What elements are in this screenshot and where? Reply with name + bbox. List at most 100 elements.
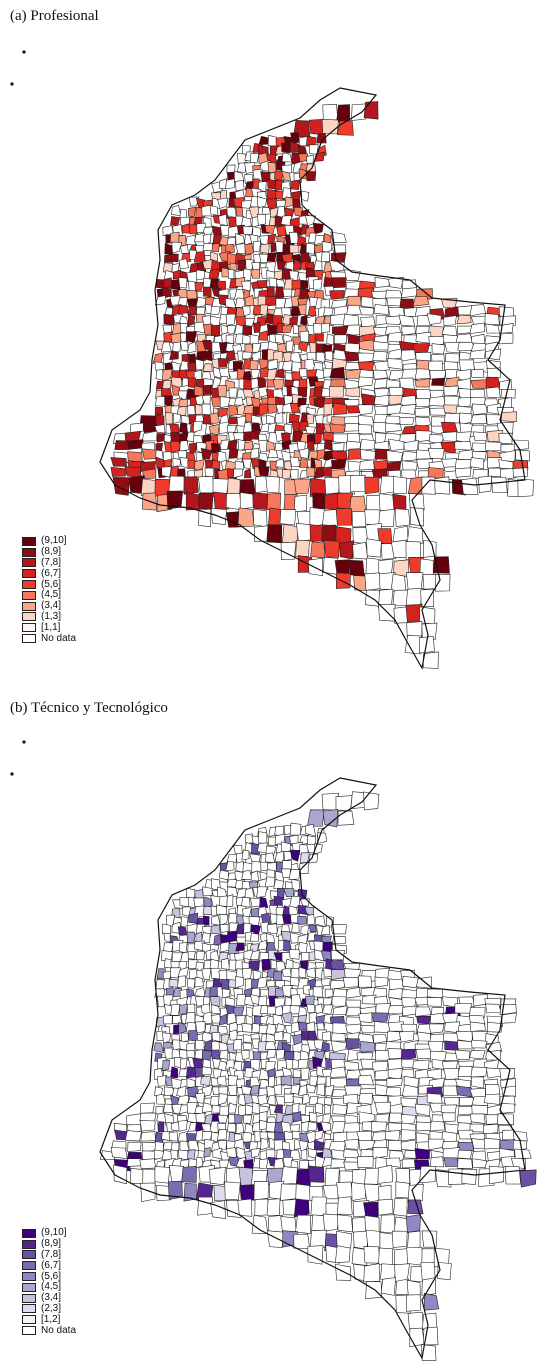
- municipality: [283, 423, 293, 435]
- municipality: [124, 1130, 142, 1142]
- legend-swatch: [22, 569, 36, 579]
- municipality: [298, 368, 308, 378]
- island: [22, 740, 26, 744]
- municipality: [407, 1311, 424, 1331]
- municipality: [401, 469, 417, 479]
- municipality: [403, 334, 418, 345]
- municipality: [243, 468, 252, 479]
- municipality: [457, 1040, 475, 1050]
- municipality: [275, 458, 285, 468]
- municipality: [281, 152, 293, 163]
- municipality: [274, 286, 284, 299]
- legend-item: (9,10]: [22, 1228, 76, 1239]
- municipality: [332, 1104, 348, 1115]
- municipality: [399, 417, 415, 425]
- municipality: [332, 1022, 348, 1035]
- municipality: [420, 1344, 437, 1361]
- municipality: [179, 340, 189, 351]
- municipality: [226, 206, 237, 219]
- municipality: [257, 831, 268, 844]
- municipality: [201, 1066, 212, 1076]
- municipality: [469, 322, 485, 334]
- municipality: [336, 1181, 354, 1199]
- legend-label: (6,7]: [41, 1259, 62, 1271]
- municipality: [321, 241, 333, 254]
- municipality: [244, 1123, 255, 1136]
- municipality: [194, 459, 205, 472]
- municipality: [441, 431, 458, 442]
- municipality: [195, 296, 207, 308]
- municipality: [384, 1130, 401, 1141]
- municipality: [281, 860, 293, 870]
- municipality: [139, 1120, 156, 1132]
- municipality: [315, 1103, 324, 1115]
- municipality: [364, 1167, 381, 1185]
- municipality: [295, 1183, 312, 1201]
- municipality: [266, 933, 276, 945]
- municipality: [363, 101, 379, 120]
- municipality: [428, 395, 446, 407]
- municipality: [241, 1022, 253, 1033]
- municipality: [307, 809, 325, 827]
- municipality: [244, 243, 255, 256]
- municipality: [211, 1032, 221, 1043]
- municipality: [472, 431, 488, 441]
- municipality: [293, 1198, 310, 1218]
- municipality: [366, 538, 382, 558]
- municipality: [265, 475, 280, 494]
- municipality: [219, 924, 229, 934]
- municipality: [358, 1074, 374, 1086]
- municipality: [485, 441, 502, 452]
- municipality: [306, 413, 315, 425]
- municipality: [412, 295, 430, 307]
- municipality: [256, 976, 268, 989]
- municipality: [127, 451, 143, 463]
- municipality: [332, 325, 348, 336]
- municipality: [172, 457, 181, 468]
- municipality: [401, 287, 418, 299]
- municipality: [220, 1033, 230, 1044]
- municipality: [250, 377, 259, 389]
- municipality: [360, 316, 376, 327]
- municipality: [224, 1181, 241, 1201]
- municipality: [209, 1166, 226, 1185]
- municipality: [288, 949, 300, 960]
- legend-item: (5,6]: [22, 1271, 76, 1282]
- municipality: [243, 1159, 254, 1169]
- municipality: [217, 197, 229, 209]
- municipality: [421, 476, 436, 495]
- municipality: [387, 331, 402, 343]
- municipality: [180, 1032, 189, 1043]
- municipality: [373, 369, 389, 380]
- municipality: [330, 959, 345, 971]
- municipality: [234, 1113, 243, 1125]
- municipality: [217, 1140, 228, 1150]
- municipality: [320, 251, 331, 263]
- municipality: [323, 539, 340, 558]
- municipality: [213, 491, 230, 510]
- municipality: [358, 1012, 373, 1023]
- municipality: [344, 1139, 359, 1150]
- municipality: [351, 1182, 367, 1201]
- municipality: [266, 524, 283, 544]
- municipality: [314, 1129, 324, 1141]
- municipality: [110, 1147, 128, 1159]
- municipality: [209, 996, 221, 1007]
- municipality: [405, 1214, 421, 1233]
- municipality: [211, 243, 220, 253]
- municipality: [243, 1114, 253, 1124]
- municipality: [360, 1024, 377, 1034]
- municipality: [267, 1006, 277, 1015]
- municipality: [331, 442, 345, 451]
- municipality: [457, 1066, 473, 1078]
- municipality: [289, 244, 300, 254]
- municipality: [198, 492, 214, 510]
- municipality: [324, 1084, 335, 1097]
- municipality: [314, 369, 326, 380]
- municipality: [288, 869, 300, 880]
- municipality: [171, 204, 182, 216]
- municipality: [324, 439, 333, 451]
- municipality: [407, 1230, 421, 1249]
- municipality: [469, 1021, 487, 1032]
- municipality: [395, 1168, 411, 1186]
